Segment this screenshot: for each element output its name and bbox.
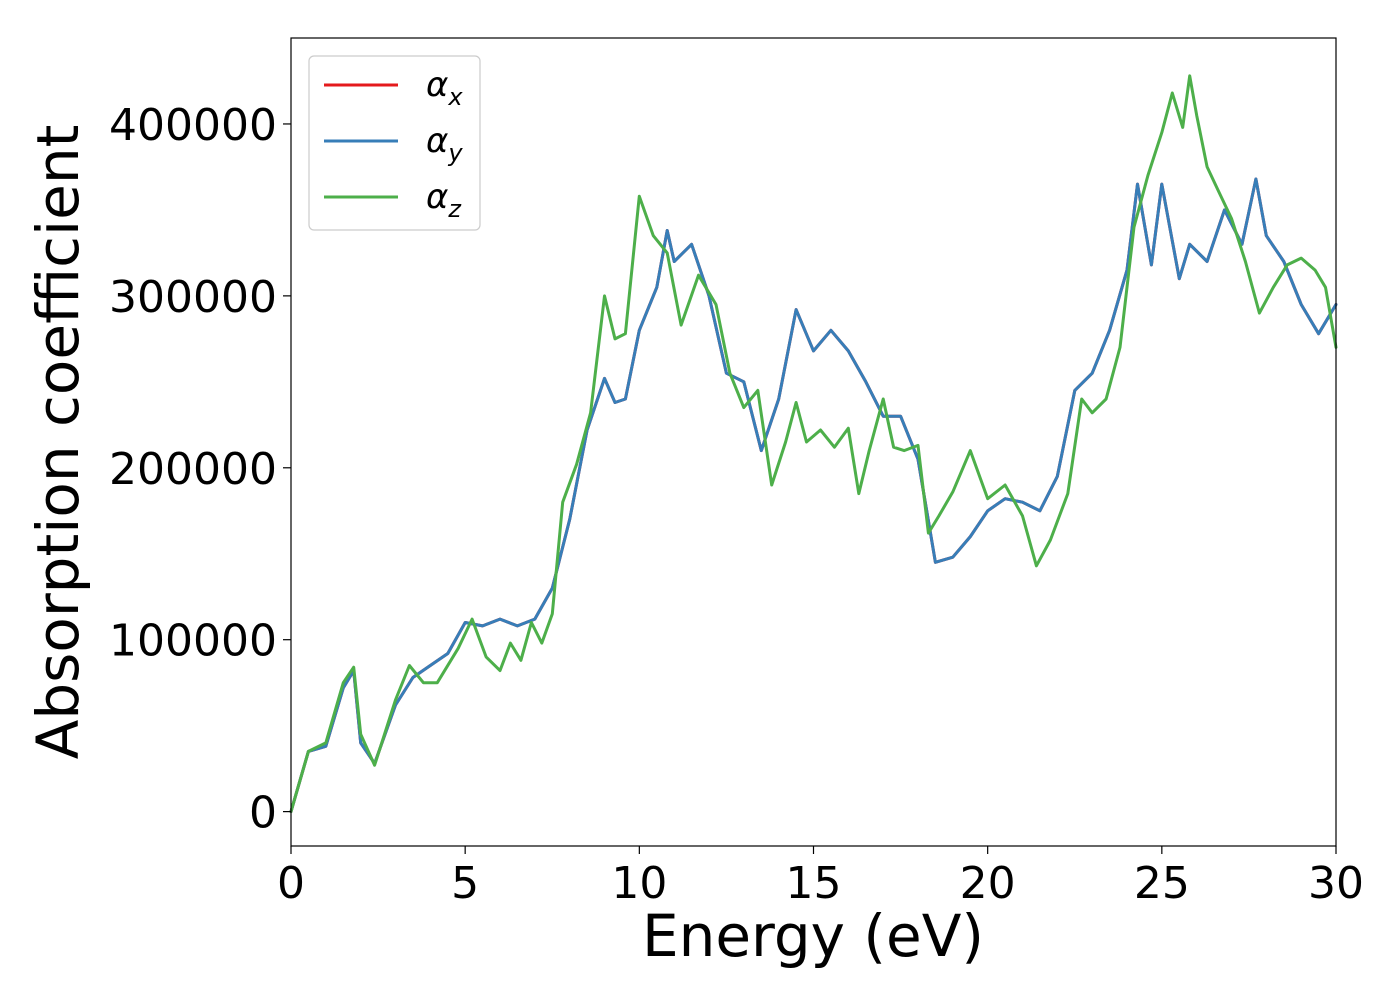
series-line-z	[289, 74, 1338, 814]
y-tick-label: 400000	[109, 100, 277, 151]
x-tick-label: 20	[960, 858, 1016, 909]
y-tick-label: 300000	[109, 272, 277, 323]
x-tick-label: 0	[277, 858, 305, 909]
legend: αx αy αz	[308, 55, 481, 231]
y-tick-label: 200000	[109, 444, 277, 495]
series-layer	[289, 74, 1338, 814]
legend-label-z: αz	[426, 177, 462, 223]
y-axis-title: Absorption coefficient	[24, 125, 92, 760]
x-tick-label: 5	[451, 858, 479, 909]
series-line-y	[289, 177, 1338, 814]
x-tick-label: 30	[1308, 858, 1364, 909]
legend-box	[308, 55, 481, 231]
legend-label-x: αx	[426, 65, 463, 111]
x-tick-label: 10	[611, 858, 667, 909]
y-tick-label: 100000	[109, 616, 277, 667]
x-axis-title: Energy (eV)	[642, 902, 984, 970]
x-tick-label: 25	[1134, 858, 1190, 909]
x-axis: 0 5 10 15 20 25 30	[277, 846, 1364, 909]
y-tick-label: 0	[249, 788, 277, 839]
y-axis: 0 100000 200000 300000 400000	[109, 100, 291, 839]
x-tick-label: 15	[786, 858, 842, 909]
legend-label-y: αy	[426, 121, 463, 167]
